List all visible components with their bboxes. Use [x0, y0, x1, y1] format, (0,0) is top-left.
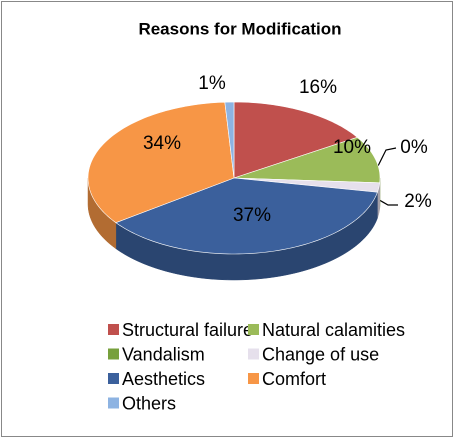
chart-title: Reasons for Modification [138, 19, 341, 38]
pie-slice [115, 177, 378, 255]
legend-swatch [248, 373, 259, 384]
legend-label: Change of use [262, 344, 379, 364]
legend-swatch [248, 348, 259, 360]
legend-swatch [108, 373, 119, 384]
data-label: 16% [299, 77, 337, 98]
legend: Structural failure Natural calamities Vand… [108, 320, 405, 413]
data-label: 2% [404, 191, 432, 212]
legend-swatch [108, 348, 119, 360]
legend-label: Structural failure [122, 320, 253, 340]
pie-slice [233, 136, 381, 184]
legend-label: Others [122, 393, 176, 413]
legend-swatch [108, 397, 119, 409]
legend-swatch [248, 324, 259, 335]
pie-slice [224, 101, 235, 179]
pie-tops [87, 101, 381, 255]
data-label: 10% [333, 137, 371, 158]
data-label: 0% [400, 137, 428, 158]
legend-swatch [108, 324, 119, 335]
data-labels: 16% 10% 0% 2% 37% 34% 1% [143, 73, 432, 226]
legend-label: Vandalism [122, 344, 205, 364]
pie-slice [233, 101, 358, 179]
data-label: 34% [143, 133, 181, 154]
leader-line [377, 147, 397, 167]
legend-label: Natural calamities [262, 320, 405, 340]
data-label: 37% [233, 205, 271, 226]
data-label: 1% [198, 73, 226, 94]
pie-slice [87, 101, 235, 224]
legend-label: Comfort [262, 369, 326, 389]
legend-label: Aesthetics [122, 369, 205, 389]
